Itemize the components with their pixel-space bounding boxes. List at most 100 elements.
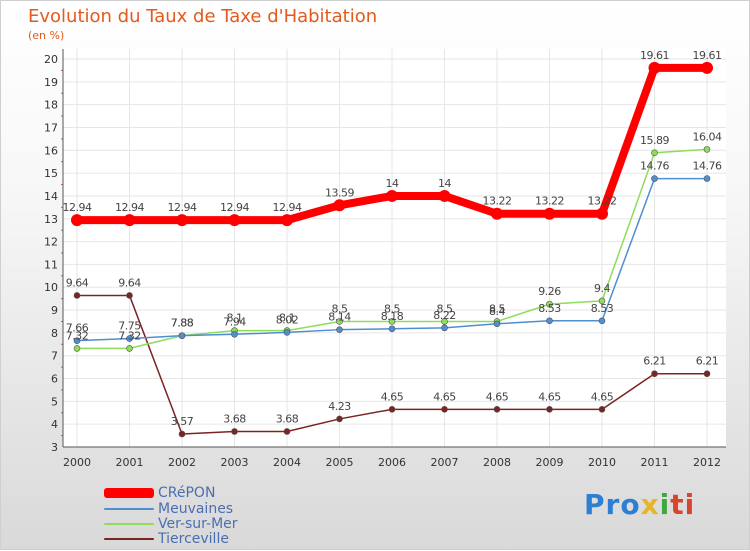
data-label: 3.68 <box>223 412 246 425</box>
data-label: 8.5 <box>384 302 400 315</box>
legend-label: Tierceville <box>158 531 229 547</box>
data-point <box>281 214 293 227</box>
data-label: 8.5 <box>332 302 348 315</box>
x-tick-label: 2003 <box>221 456 249 469</box>
data-point <box>336 415 343 423</box>
y-tick-label: 8 <box>51 327 58 340</box>
y-tick-label: 15 <box>44 167 58 180</box>
y-axis-unit: (en %) <box>28 29 65 42</box>
y-tick-label: 3 <box>51 441 58 454</box>
data-label: 3.57 <box>171 415 194 428</box>
y-tick-label: 7 <box>51 350 58 363</box>
y-tick-label: 9 <box>51 304 58 317</box>
data-label: 8.02 <box>276 313 299 326</box>
data-point <box>493 320 501 328</box>
legend-entry: Meuvaines <box>104 501 233 517</box>
legend-entry: Ver-sur-Mer <box>104 516 238 532</box>
data-point <box>231 330 238 338</box>
x-tick-label: 2000 <box>63 456 91 469</box>
y-tick-label: 11 <box>44 258 58 271</box>
data-label: 12.94 <box>168 201 197 214</box>
data-label: 13.59 <box>325 186 354 199</box>
x-tick-label: 2005 <box>326 456 354 469</box>
y-tick-label: 19 <box>44 76 58 89</box>
data-label: 14.76 <box>693 160 722 173</box>
data-label: 9.64 <box>118 276 141 289</box>
data-point <box>73 292 81 299</box>
legend-label: Meuvaines <box>158 501 234 517</box>
data-label: 13.22 <box>535 195 564 208</box>
data-point <box>703 175 711 182</box>
data-label: 7.66 <box>66 322 89 335</box>
y-tick-label: 16 <box>44 144 58 157</box>
data-point <box>598 406 606 413</box>
data-point <box>126 345 133 352</box>
data-label: 13.22 <box>483 195 512 208</box>
data-point <box>123 214 136 227</box>
x-tick-label: 2007 <box>431 456 459 469</box>
data-label: 8.5 <box>437 302 453 315</box>
data-point <box>651 149 658 157</box>
legend-entry: Tierceville <box>104 531 229 547</box>
y-tick-label: 13 <box>44 213 58 226</box>
x-tick-label: 2004 <box>273 456 301 469</box>
data-point <box>228 214 241 227</box>
data-point <box>231 428 238 435</box>
data-label: 9.26 <box>538 285 561 298</box>
data-label: 8.1 <box>227 312 243 325</box>
data-label: 7.32 <box>66 329 89 342</box>
x-tick-label: 2008 <box>483 456 511 469</box>
data-label: 6.21 <box>643 355 666 368</box>
data-label: 19.61 <box>640 49 669 62</box>
data-point <box>178 332 186 339</box>
data-label: 19.61 <box>693 49 722 62</box>
y-tick-label: 12 <box>44 236 58 249</box>
legend-swatch <box>104 523 154 525</box>
y-tick-label: 4 <box>51 418 58 431</box>
data-label: 8.14 <box>328 311 351 324</box>
x-tick-label: 2002 <box>168 456 196 469</box>
logo-part-1: Pro <box>584 488 641 521</box>
data-label: 8.5 <box>489 302 505 315</box>
y-tick-label: 20 <box>44 53 58 66</box>
data-label: 7.32 <box>118 329 141 342</box>
data-label: 3.68 <box>276 412 299 425</box>
data-label: 4.65 <box>538 390 561 403</box>
data-label: 8.53 <box>538 302 561 315</box>
data-point <box>701 61 713 74</box>
data-label: 4.65 <box>433 390 456 403</box>
y-tick-label: 17 <box>44 121 58 134</box>
data-point <box>491 207 503 220</box>
y-tick-label: 14 <box>44 190 58 203</box>
data-point <box>546 317 553 325</box>
x-tick-label: 2009 <box>536 456 564 469</box>
data-label: 8.4 <box>489 305 505 318</box>
data-label: 15.89 <box>640 134 669 147</box>
data-label: 8.53 <box>591 302 614 315</box>
data-point <box>546 406 553 413</box>
data-label: 12.94 <box>63 201 92 214</box>
data-point <box>336 326 343 333</box>
data-label: 4.65 <box>591 390 614 403</box>
data-point <box>73 337 81 344</box>
data-point <box>441 324 448 332</box>
data-point <box>703 146 711 153</box>
data-label: 4.23 <box>328 400 351 413</box>
data-point <box>648 61 661 74</box>
data-label: 6.21 <box>696 355 719 368</box>
legend-swatch <box>104 508 154 510</box>
data-point <box>596 207 608 220</box>
legend-swatch <box>104 538 154 540</box>
data-label: 7.75 <box>118 320 141 333</box>
data-point <box>73 345 81 352</box>
data-point <box>651 175 658 182</box>
data-point <box>333 199 346 212</box>
data-label: 4.65 <box>381 390 404 403</box>
y-tick-label: 6 <box>51 373 58 386</box>
legend-swatch <box>104 488 154 498</box>
data-point <box>598 317 606 325</box>
data-point <box>651 370 658 378</box>
legend-label: CRéPON <box>158 485 216 501</box>
data-point <box>388 318 396 325</box>
